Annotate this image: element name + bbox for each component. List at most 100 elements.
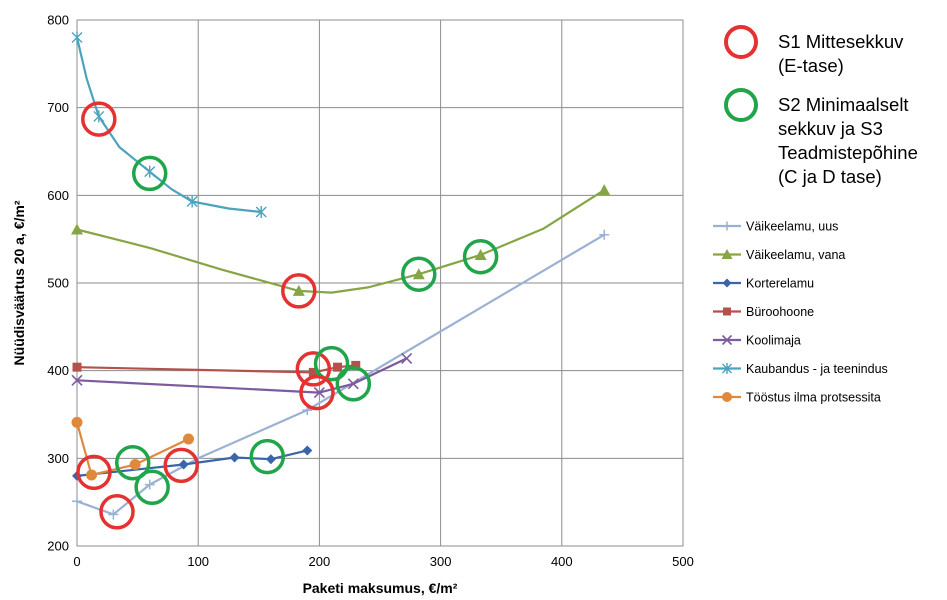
highlight-circle [163,447,199,484]
legend-label: Väikeelamu, vana [746,248,845,262]
legend-label: Kaubandus - ja teenindus [746,362,888,376]
data-point [71,416,83,428]
data-point [351,360,361,370]
legend-label: Büroohoone [746,305,814,319]
legend-item: Koolimaja [713,334,801,348]
data-point [186,195,198,208]
highlight-circle [99,494,135,530]
data-point [178,459,189,470]
data-point [71,31,83,44]
x-tick-label: 0 [73,554,80,569]
data-point [129,458,141,470]
y-tick-label: 400 [47,363,69,378]
x-axis-title: Paketi maksumus, €/m² [303,580,458,596]
marker-legend-label: S2 Minimaalselt [778,94,909,115]
y-tick-label: 600 [47,188,69,203]
y-tick-label: 500 [47,276,69,291]
data-point [144,165,156,178]
highlight-circle [401,256,437,292]
series-6 [71,416,195,481]
series-1 [71,184,611,296]
x-tick-label: 500 [672,554,694,569]
data-point [333,362,343,372]
data-point [308,367,318,377]
data-point [108,509,119,520]
highlight-circle [115,444,151,481]
y-tick-label: 300 [47,451,69,466]
data-point [144,479,155,490]
grid [76,19,684,547]
data-point [313,387,325,399]
highlight-circle [335,366,372,402]
y-axis-title: Nüüdisväärtus 20 a, €/m² [11,200,27,365]
highlight-circle [249,438,286,475]
highlight-circle [313,345,350,382]
data-point [292,284,305,296]
data-point [71,223,83,235]
highlight-circle [299,374,335,411]
data-point [598,184,611,196]
legend-label: Väikeelamu, uus [746,220,838,234]
highlight-circle [462,238,499,275]
legend: S1 Mittesekkuv (E-tase) S2 Minimaalselt sek… [713,25,918,405]
highlight-circle [131,155,168,192]
data-point [474,248,487,260]
data-point [255,205,267,218]
series-line [75,37,262,214]
highlight-circle [281,273,317,309]
legend-item: Korterelamu [713,277,814,291]
highlight-circle [76,454,112,491]
data-point [722,392,732,402]
data-point [265,454,276,465]
x-tick-label: 100 [187,554,209,569]
data-point [72,362,82,372]
series-group [71,31,611,520]
highlight-circle [134,469,170,506]
data-point [722,363,732,374]
data-point [183,433,195,445]
series-line [76,189,605,294]
y-tick-label: 800 [47,13,69,28]
series-4 [71,352,413,399]
data-point [723,307,731,316]
data-point [722,278,732,288]
marker-legend-label: sekkuv ja S3 [778,118,883,139]
legend-item: Väikeelamu, vana [713,248,845,262]
marker-legend-label: S1 Mittesekkuv [778,31,904,52]
marker-legend-label: Teadmistepõhine [778,142,918,163]
marker-legend-circle [724,25,758,59]
legend-label: Korterelamu [746,277,814,291]
highlight-circle [295,351,332,387]
data-point [721,249,733,259]
data-point [721,334,733,346]
data-point [71,374,83,386]
data-point [72,496,82,507]
data-point [302,445,313,456]
data-point [229,452,240,463]
data-point [599,229,610,240]
axes: 0 100 200 300 400 500 200 300 400 500 600 700 800 Pak… [11,13,694,597]
data-point [401,352,413,364]
data-point [722,221,732,231]
x-tick-label: 300 [430,554,452,569]
marker-legend-label: (E-tase) [778,55,844,76]
series-5 [71,31,267,218]
legend-item: Väikeelamu, uus [713,220,838,234]
data-point [412,268,425,280]
data-point [86,469,98,481]
marker-legend-label: (C ja D tase) [778,166,882,187]
legend-label: Tööstus ilma protsessita [746,391,881,405]
marker-legend-circle [724,88,758,122]
x-tick-label: 200 [309,554,331,569]
data-point [93,110,105,123]
y-tick-label: 700 [47,100,69,115]
legend-item: Tööstus ilma protsessita [713,391,881,405]
data-point [347,378,359,390]
y-tick-label: 200 [47,539,69,554]
x-tick-label: 400 [551,554,573,569]
highlight-circle [81,101,117,137]
series-line [75,422,189,477]
legend-item: Büroohoone [713,305,814,319]
legend-item: Kaubandus - ja teenindus [713,362,888,376]
